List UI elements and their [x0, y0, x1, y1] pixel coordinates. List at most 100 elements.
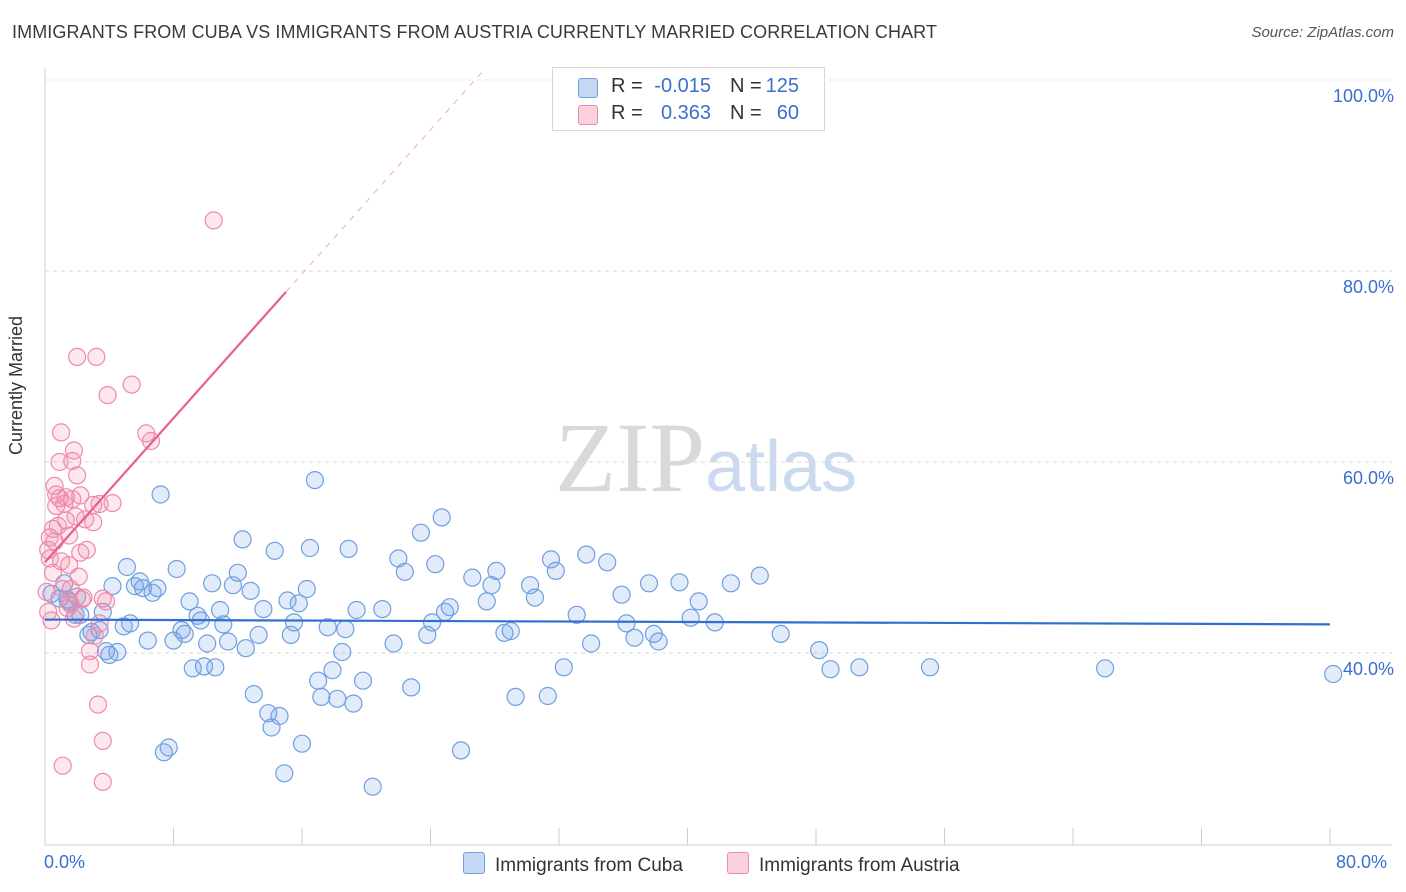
cuba-point [567, 605, 586, 624]
cuba-point [309, 671, 328, 690]
austria-point [96, 592, 116, 611]
y-tick-label: 100.0% [1332, 86, 1394, 106]
cuba-point [463, 568, 482, 587]
y-tick-label: 60.0% [1342, 468, 1394, 488]
austria-point [122, 375, 141, 394]
austria-point [50, 452, 69, 472]
cuba-point [241, 581, 260, 601]
cuba-point [211, 600, 230, 620]
austria-legend-swatch [727, 852, 749, 874]
x-tick-label-min: 0.0% [44, 852, 86, 872]
cuba-point [384, 634, 403, 653]
cuba-point [275, 764, 294, 783]
cuba-point [148, 578, 167, 598]
cuba-point [244, 684, 263, 704]
cuba-point [617, 614, 636, 633]
cuba-point [103, 576, 122, 596]
cuba-point [183, 659, 202, 678]
cuba-point [228, 563, 247, 582]
austria-points [37, 211, 223, 792]
r-label: R = [611, 102, 643, 124]
y-tick-label: 40.0% [1342, 659, 1394, 679]
austria-n-value: 60 [776, 102, 799, 124]
cuba-point [625, 628, 644, 647]
trend-lines [44, 291, 1331, 626]
cuba-point [138, 631, 157, 650]
cuba-point [233, 530, 252, 549]
cuba-point [289, 594, 308, 613]
cuba-point [159, 738, 178, 757]
cuba-point [525, 588, 545, 607]
cuba-point [167, 559, 186, 579]
cuba-point [254, 599, 273, 619]
cuba-point [639, 574, 659, 593]
austria-point [51, 423, 71, 442]
austria-point [71, 486, 90, 505]
austria-point [67, 347, 87, 366]
cuba-point [328, 689, 347, 708]
austria-point [64, 441, 84, 460]
cuba-point [151, 485, 170, 504]
cuba-point [689, 592, 708, 611]
austria-point [56, 488, 76, 507]
chart-title: IMMIGRANTS FROM CUBA VS IMMIGRANTS FROM … [12, 22, 938, 42]
bottom-legend-cuba: Immigrants from Cuba [463, 852, 683, 877]
cuba-point [495, 623, 514, 643]
cuba-point [670, 573, 689, 592]
austria-trend-extension [285, 70, 484, 293]
austria-point [84, 495, 103, 515]
cuba-point [284, 613, 304, 632]
cuba-point [432, 508, 451, 527]
austria-point [98, 386, 117, 405]
cuba-point [278, 591, 297, 610]
cuba-point [214, 615, 233, 634]
r-label: R = [611, 75, 643, 97]
austria-point [90, 614, 109, 633]
watermark-atlas: atlas [705, 427, 858, 507]
cuba-points [42, 471, 1343, 796]
cuba-point [1095, 659, 1115, 678]
cuba-point [482, 576, 501, 595]
n-label: N = [730, 102, 762, 124]
legend-row-cuba: R = -0.015 N = 125 [553, 74, 824, 100]
cuba-point [554, 658, 573, 677]
austria-point [69, 567, 88, 586]
austria-point [80, 641, 100, 661]
cuba-point [612, 585, 631, 604]
cuba-point [920, 658, 940, 677]
cuba-point [108, 642, 127, 662]
cuba-point [206, 658, 225, 677]
austria-point [93, 731, 112, 751]
x-tick-label-max: 80.0% [1336, 852, 1388, 872]
cuba-point [451, 741, 471, 760]
watermark: ZIPatlas [555, 400, 857, 515]
watermark-zip: ZIP [555, 402, 705, 513]
cuba-point [236, 639, 255, 658]
cuba-point [598, 553, 617, 572]
austria-point [45, 476, 64, 495]
cuba-point [411, 523, 430, 542]
cuba-point [721, 574, 741, 593]
austria-point [90, 494, 109, 514]
cuba-point [249, 625, 268, 645]
cuba-point [323, 661, 342, 680]
cuba-point [506, 687, 525, 707]
cuba-point [821, 660, 840, 679]
austria-swatch [578, 105, 598, 125]
axes [44, 68, 1392, 846]
cuba-legend-label: Immigrants from Cuba [495, 855, 683, 876]
cuba-point [347, 600, 366, 620]
austria-point [53, 756, 72, 775]
cuba-point [305, 471, 324, 490]
cuba-point [363, 777, 382, 796]
cuba-point [79, 625, 98, 645]
austria-point [56, 511, 76, 530]
cuba-point [297, 579, 316, 599]
cuba-point [538, 686, 557, 706]
cuba-point [581, 634, 601, 653]
cuba-point [175, 624, 194, 644]
cuba-point [133, 578, 153, 598]
cuba-point [121, 614, 140, 633]
cuba-point [90, 620, 109, 640]
cuba-point [402, 678, 421, 697]
